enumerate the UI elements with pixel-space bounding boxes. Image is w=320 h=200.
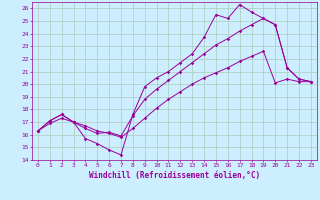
X-axis label: Windchill (Refroidissement éolien,°C): Windchill (Refroidissement éolien,°C) bbox=[89, 171, 260, 180]
